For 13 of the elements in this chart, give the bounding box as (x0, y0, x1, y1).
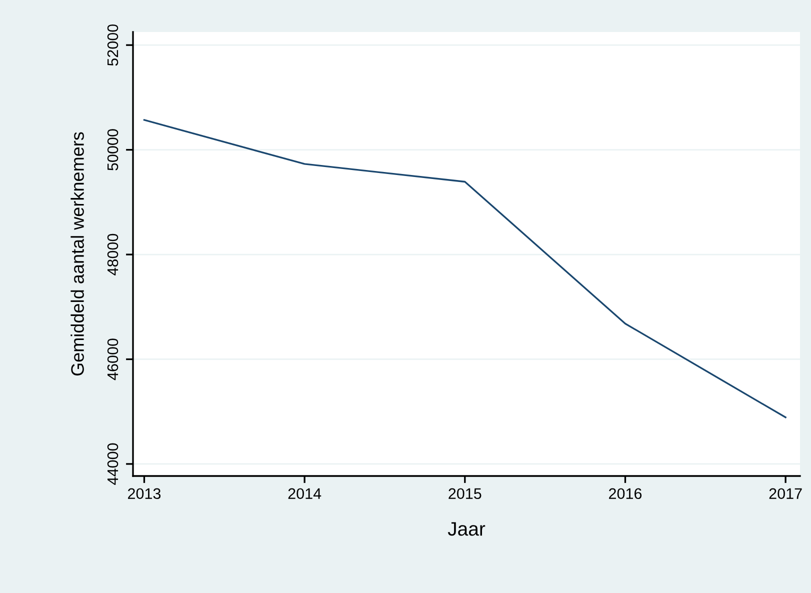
x-tick-label: 2013 (128, 488, 161, 500)
y-tick-label: 48000 (107, 234, 118, 276)
x-tick-label: 2014 (288, 488, 322, 500)
line-series (143, 119, 786, 418)
y-tick-label: 52000 (107, 24, 118, 66)
x-tick-label: 2016 (609, 488, 642, 500)
y-axis-title: Gemiddeld aantal werknemers (70, 132, 84, 376)
x-tick-label: 2017 (769, 488, 802, 500)
y-tick-label: 50000 (107, 129, 118, 170)
x-tick-label: 2015 (448, 488, 482, 500)
y-tick-label: 44000 (107, 443, 118, 485)
x-axis-title: Jaar (448, 522, 486, 536)
y-tick-label: 46000 (107, 338, 118, 380)
